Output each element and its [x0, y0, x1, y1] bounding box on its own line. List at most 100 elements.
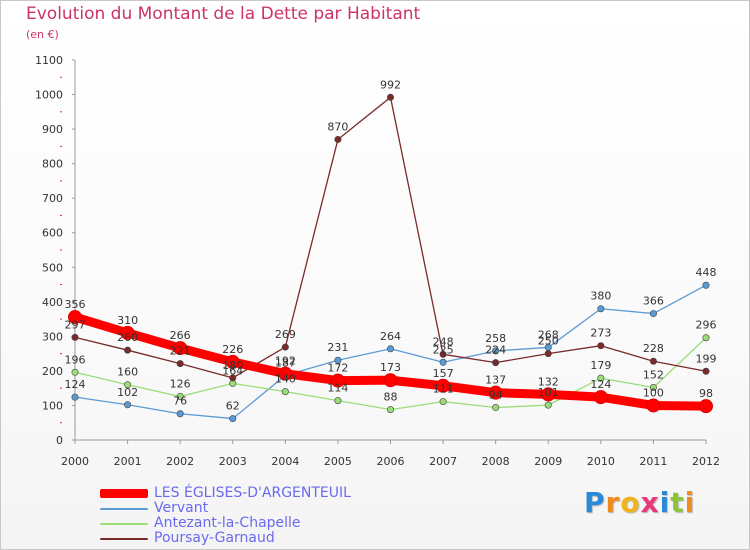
data-point: [649, 383, 657, 391]
data-label: 297: [65, 318, 86, 331]
data-label: 94: [489, 389, 503, 402]
y-tick-label: 400: [42, 296, 63, 309]
data-point: [544, 350, 552, 358]
data-point: [649, 357, 657, 365]
data-point: [597, 305, 605, 313]
data-point: [541, 387, 556, 402]
y-tick-label: 100: [42, 399, 63, 412]
data-label: 225: [433, 343, 454, 356]
data-label: 268: [538, 328, 559, 341]
data-point: [124, 401, 132, 409]
data-label: 98: [699, 387, 713, 400]
data-point: [334, 356, 342, 364]
brand-letter: i: [684, 486, 696, 519]
y-tick-label: 300: [42, 330, 63, 343]
data-point: [492, 359, 500, 367]
data-label: 366: [643, 295, 664, 308]
data-point: [649, 310, 657, 318]
data-label: 101: [538, 386, 559, 399]
data-point: [71, 368, 79, 376]
data-label: 264: [380, 330, 401, 343]
data-point: [436, 378, 451, 393]
legend-item: Antezant-la-Chapelle: [100, 516, 351, 531]
data-label: 100: [643, 386, 664, 399]
legend-item: LES ÉGLISES-D'ARGENTEUIL: [100, 486, 351, 501]
data-label: 76: [173, 395, 187, 408]
legend-swatch: [100, 489, 148, 498]
x-tick-label: 2012: [692, 455, 720, 468]
data-label: 152: [643, 368, 664, 381]
x-tick-label: 2008: [482, 455, 510, 468]
data-label: 62: [226, 400, 240, 413]
data-label: 258: [485, 332, 506, 345]
data-label: 356: [65, 298, 86, 311]
data-point: [386, 406, 394, 414]
legend-swatch: [100, 507, 148, 510]
data-point: [386, 93, 394, 101]
data-point: [702, 281, 710, 289]
data-point: [176, 410, 184, 418]
data-label: 180: [222, 359, 243, 372]
legend-swatch: [100, 537, 148, 540]
data-label: 266: [170, 329, 191, 342]
data-label: 111: [433, 383, 454, 396]
data-label: 269: [275, 328, 296, 341]
x-tick-label: 2003: [219, 455, 247, 468]
data-label: 137: [485, 374, 506, 387]
data-label: 310: [117, 314, 138, 327]
legend-item: Poursay-Garnaud: [100, 531, 351, 546]
chart-legend: LES ÉGLISES-D'ARGENTEUIL Vervant Antezant-…: [100, 486, 351, 546]
data-label: 187: [275, 356, 296, 369]
legend-label: LES ÉGLISES-D'ARGENTEUIL: [154, 485, 351, 501]
series-2: [71, 334, 710, 414]
data-label: 448: [696, 266, 717, 279]
data-label: 157: [433, 367, 454, 380]
y-tick-label: 900: [42, 123, 63, 136]
data-point: [488, 385, 503, 400]
data-label: 124: [65, 378, 86, 391]
data-label: 199: [696, 352, 717, 365]
y-tick-label: 800: [42, 158, 63, 171]
data-point: [702, 367, 710, 375]
data-label: 102: [117, 386, 138, 399]
legend-label: Antezant-la-Chapelle: [154, 515, 301, 531]
data-point: [330, 373, 345, 388]
data-point: [281, 343, 289, 351]
data-label: 140: [275, 373, 296, 386]
brand-letter: P: [584, 486, 606, 519]
x-tick-label: 2000: [61, 455, 89, 468]
data-point: [492, 404, 500, 412]
brand-letter: i: [659, 486, 671, 519]
data-point: [439, 358, 447, 366]
series-0: [68, 310, 713, 414]
data-label: 196: [65, 353, 86, 366]
data-point: [71, 393, 79, 401]
data-label: 126: [170, 377, 191, 390]
y-tick-label: 700: [42, 192, 63, 205]
legend-label: Poursay-Garnaud: [154, 530, 275, 546]
legend-label: Vervant: [154, 500, 209, 516]
x-tick-label: 2005: [324, 455, 352, 468]
brand-letter: x: [640, 486, 660, 519]
chart-subtitle: (en €): [26, 28, 59, 41]
brand-letter: o: [620, 486, 641, 519]
y-tick-label: 500: [42, 261, 63, 274]
legend-swatch: [100, 522, 148, 525]
data-point: [492, 347, 500, 355]
data-point: [229, 374, 237, 382]
data-point: [225, 354, 240, 369]
brand-letter: r: [605, 486, 621, 519]
data-point: [281, 388, 289, 396]
x-tick-label: 2006: [377, 455, 405, 468]
x-tick-label: 2002: [166, 455, 194, 468]
data-point: [383, 373, 398, 388]
data-label: 172: [327, 362, 348, 375]
data-label: 192: [275, 355, 296, 368]
chart-title: Evolution du Montant de la Dette par Hab…: [26, 4, 421, 24]
data-point: [176, 360, 184, 368]
data-label: 132: [538, 375, 559, 388]
data-point: [386, 345, 394, 353]
data-point: [544, 401, 552, 409]
